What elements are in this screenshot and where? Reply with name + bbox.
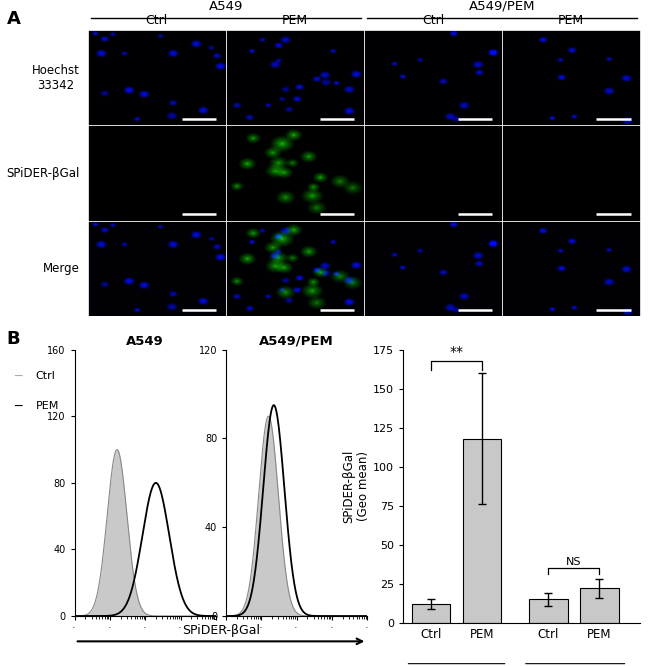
Text: **: **: [450, 345, 463, 359]
Text: SPiDER-βGal: SPiDER-βGal: [182, 624, 260, 637]
Text: A: A: [6, 10, 20, 28]
Text: A549/PEM: A549/PEM: [259, 334, 334, 348]
Text: Ctrl: Ctrl: [422, 13, 444, 27]
Text: B: B: [6, 330, 20, 348]
Bar: [463, 439, 501, 623]
Text: NS: NS: [566, 557, 582, 567]
Bar: [529, 599, 567, 623]
Text: PEM: PEM: [558, 13, 584, 27]
Text: Ctrl: Ctrl: [146, 13, 168, 27]
Y-axis label: SPiDER-βGal
(Geo mean): SPiDER-βGal (Geo mean): [342, 450, 370, 523]
Bar: [412, 604, 450, 623]
Text: PEM: PEM: [36, 401, 59, 412]
Text: Merge: Merge: [43, 262, 80, 275]
Text: SPiDER-βGal: SPiDER-βGal: [6, 166, 80, 180]
Text: A549: A549: [209, 0, 243, 13]
Text: Ctrl: Ctrl: [36, 371, 56, 382]
Text: PEM: PEM: [282, 13, 308, 27]
Text: A549: A549: [126, 334, 164, 348]
Text: A549/PEM: A549/PEM: [469, 0, 536, 13]
Text: Hoechst
33342: Hoechst 33342: [32, 64, 80, 92]
Text: ─: ─: [14, 400, 22, 413]
Text: ─: ─: [14, 370, 22, 383]
Bar: [580, 588, 619, 623]
